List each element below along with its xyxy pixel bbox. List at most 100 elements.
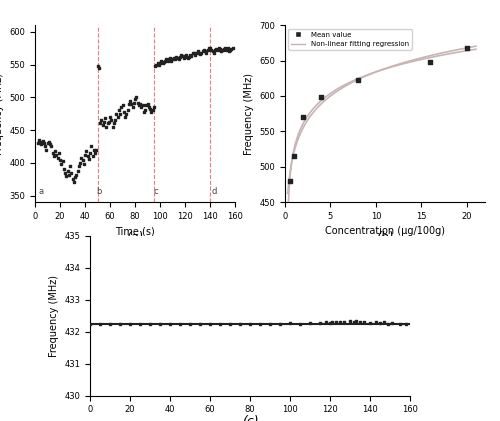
Point [206, 320, 214, 327]
Point [210, 49, 218, 56]
Point [160, 59, 168, 65]
Point [195, 49, 203, 56]
Point [168, 58, 175, 65]
Point [127, 101, 135, 107]
Mean value [286, 178, 294, 184]
Point [156, 59, 164, 66]
Point [332, 319, 340, 325]
Point [106, 320, 114, 327]
Point [208, 47, 216, 53]
Point [211, 47, 219, 53]
Point [98, 121, 106, 128]
X-axis label: Time (s): Time (s) [230, 420, 270, 421]
Point [45, 139, 53, 145]
Point [146, 320, 154, 327]
Point [204, 47, 212, 53]
Point [68, 176, 76, 183]
Point [95, 64, 103, 71]
Point [150, 104, 158, 110]
Point [146, 106, 154, 112]
Point [52, 152, 60, 158]
Point [336, 319, 344, 326]
Point [205, 45, 213, 51]
Point [87, 143, 95, 150]
Point [188, 53, 196, 59]
Point [180, 55, 188, 61]
Point [186, 51, 194, 58]
Point [152, 61, 160, 68]
Point [135, 102, 143, 109]
Point [154, 60, 162, 67]
Point [136, 320, 144, 327]
Point [82, 148, 90, 155]
Point [352, 318, 360, 325]
Point [190, 49, 198, 56]
Y-axis label: Frequency (MHz): Frequency (MHz) [48, 275, 58, 357]
Point [64, 167, 72, 174]
Point [256, 320, 264, 327]
Point [125, 101, 133, 107]
Point [176, 53, 184, 60]
Point [200, 47, 208, 53]
Point [72, 171, 80, 178]
Point [166, 55, 174, 61]
Point [201, 48, 209, 55]
Point [116, 110, 124, 117]
Point [84, 155, 93, 162]
Point [161, 57, 169, 64]
Point [156, 320, 164, 327]
Point [218, 48, 226, 55]
Point [246, 320, 254, 327]
Point [198, 48, 206, 55]
Point [81, 152, 89, 158]
Point [46, 141, 54, 148]
Point [77, 154, 85, 161]
Point [228, 45, 235, 52]
Point [174, 55, 182, 61]
Point [181, 53, 189, 60]
Point [182, 52, 190, 59]
Point [380, 319, 388, 326]
Point [114, 114, 122, 120]
Text: a: a [39, 187, 44, 196]
Point [171, 56, 179, 63]
Point [192, 49, 200, 56]
Point [162, 56, 170, 63]
Point [110, 120, 118, 127]
Point [38, 138, 46, 144]
Point [322, 319, 330, 325]
Point [206, 45, 214, 51]
Point [141, 107, 149, 114]
Point [366, 320, 374, 326]
Point [80, 161, 88, 168]
Point [356, 318, 364, 325]
Point [376, 320, 384, 326]
Point [122, 110, 130, 117]
Text: (c): (c) [242, 415, 258, 421]
Point [91, 149, 99, 156]
Point [41, 143, 49, 150]
Point [112, 110, 120, 117]
Point [66, 163, 74, 169]
Point [172, 53, 180, 60]
X-axis label: Time (s): Time (s) [115, 226, 155, 236]
X-axis label: Concentration (μg/100g): Concentration (μg/100g) [325, 226, 445, 236]
Point [222, 47, 230, 53]
Point [276, 320, 284, 327]
Point [58, 158, 66, 165]
Y-axis label: Frequency (MHz): Frequency (MHz) [0, 73, 4, 155]
Point [102, 123, 110, 130]
Point [60, 166, 68, 173]
Point [50, 153, 58, 160]
Point [132, 94, 140, 101]
Point [266, 320, 274, 327]
Point [120, 108, 128, 115]
Point [164, 58, 172, 65]
Point [90, 147, 98, 153]
Point [158, 60, 166, 67]
Point [168, 56, 176, 63]
Point [148, 107, 156, 114]
Point [54, 154, 62, 161]
Point [306, 320, 314, 326]
Point [117, 104, 125, 110]
